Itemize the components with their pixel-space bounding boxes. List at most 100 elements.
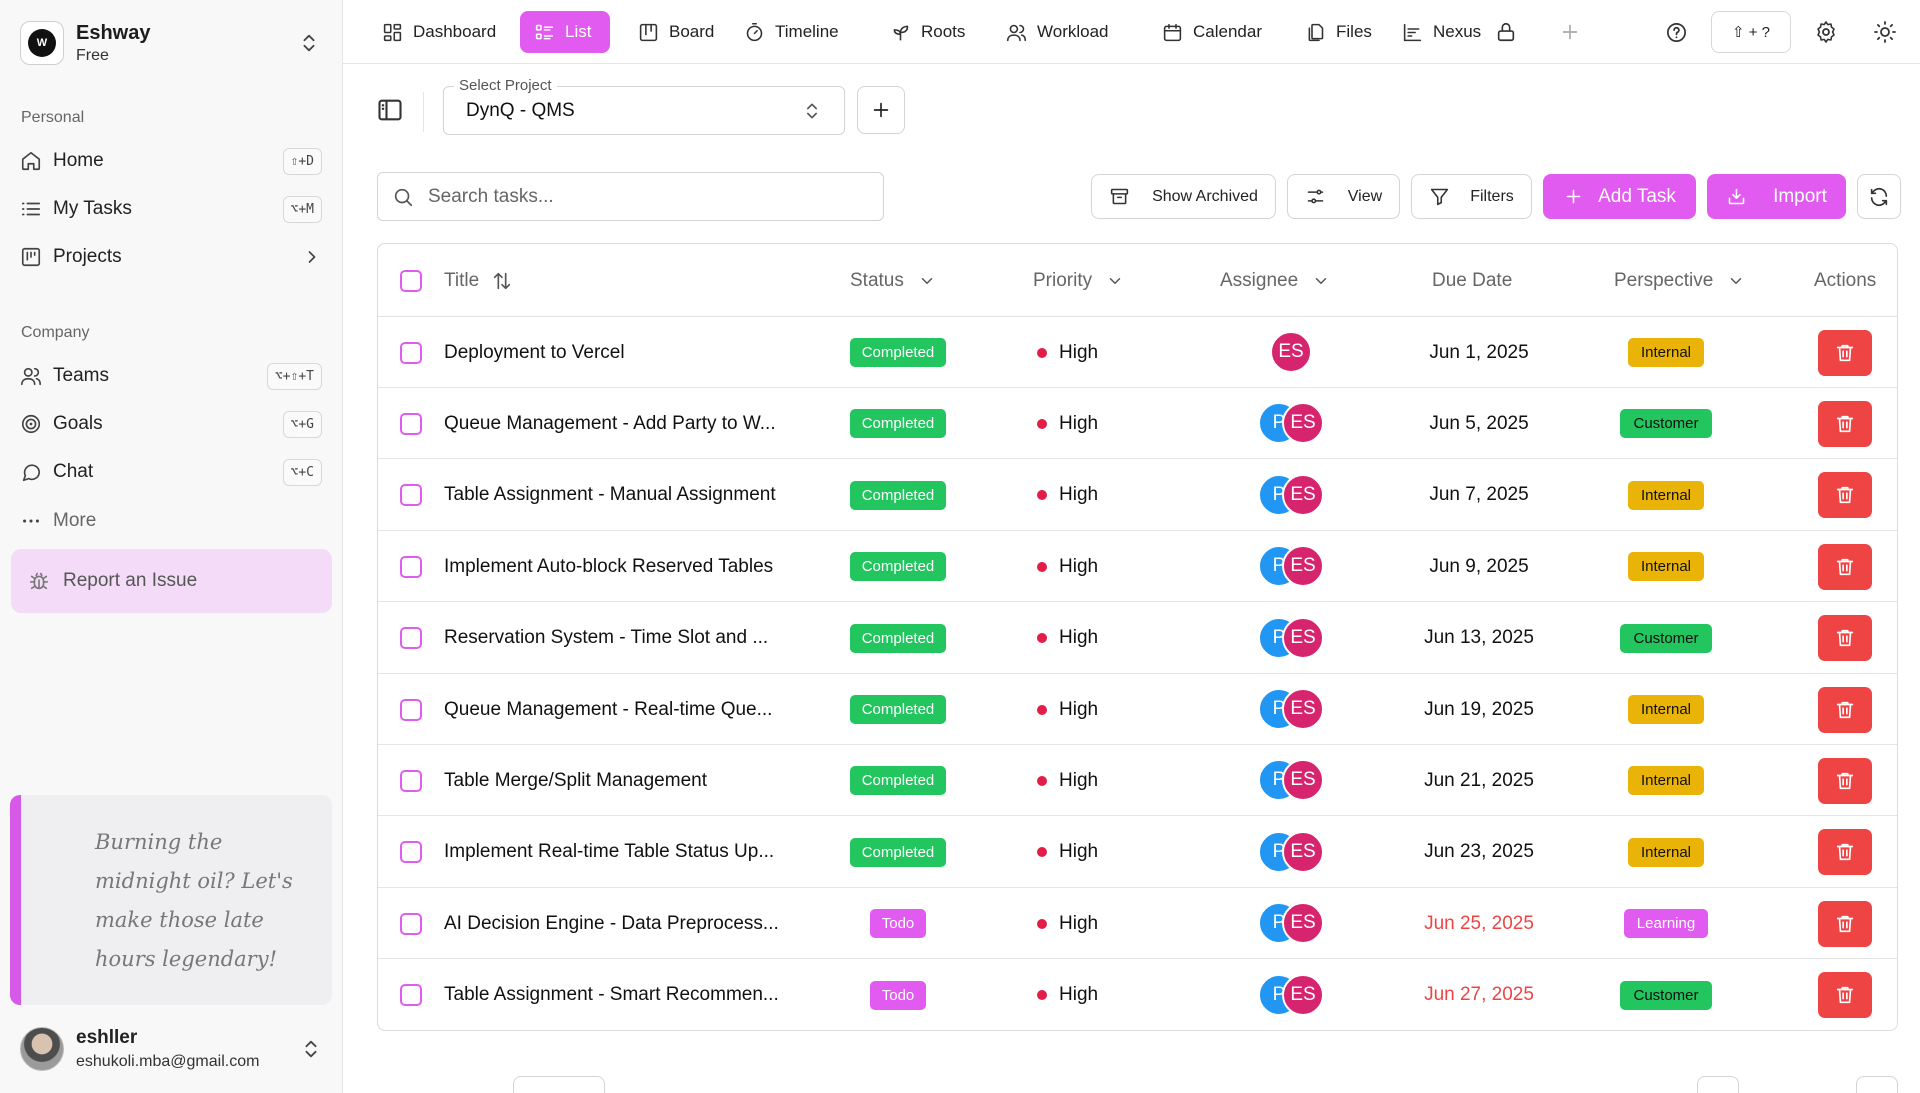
table-row[interactable]: Table Assignment - Manual Assignment Comp… <box>378 460 1897 531</box>
delete-task-button[interactable] <box>1818 900 1872 947</box>
header-status[interactable]: Status <box>850 244 936 317</box>
row-checkbox[interactable] <box>400 341 422 364</box>
assignee-avatar[interactable]: ES <box>1282 902 1324 945</box>
perspective-badge[interactable]: Customer <box>1620 409 1712 439</box>
table-row[interactable]: Implement Auto-block Reserved Tables Comp… <box>378 531 1897 603</box>
priority-cell[interactable]: High <box>1037 817 1098 888</box>
row-checkbox[interactable] <box>400 984 422 1007</box>
sidebar-item-chat[interactable]: Chat ⌥+C <box>20 452 322 492</box>
assignee-avatar[interactable]: ES <box>1282 545 1324 588</box>
priority-cell[interactable]: High <box>1037 388 1098 459</box>
add-task-button[interactable]: Add Task <box>1543 174 1696 219</box>
status-badge[interactable]: Completed <box>849 837 947 867</box>
sidebar-item-goals[interactable]: Goals ⌥+G <box>20 404 322 444</box>
sidebar-item-my-tasks[interactable]: My Tasks ⌥+M <box>20 189 322 229</box>
delete-task-button[interactable] <box>1818 472 1872 519</box>
tab-list[interactable]: List <box>520 11 610 53</box>
delete-task-button[interactable] <box>1818 972 1872 1019</box>
help-button[interactable] <box>1660 16 1692 48</box>
status-badge[interactable]: Completed <box>849 480 947 510</box>
project-select[interactable]: Select Project DynQ - QMS <box>443 77 845 135</box>
sidebar-item-teams[interactable]: Teams ⌥+⇧+T <box>20 356 322 396</box>
status-badge[interactable]: Completed <box>849 695 947 724</box>
delete-task-button[interactable] <box>1818 829 1872 876</box>
row-checkbox[interactable] <box>400 698 422 721</box>
table-row[interactable]: Deployment to Vercel Completed High ES Jun 1… <box>378 317 1897 388</box>
select-all-checkbox[interactable] <box>400 269 422 292</box>
tab-dashboard[interactable]: Dashboard <box>368 11 510 53</box>
delete-task-button[interactable] <box>1818 543 1872 590</box>
assignee-avatar[interactable]: ES <box>1282 402 1324 445</box>
table-row[interactable]: Queue Management - Real-time Que... Compl… <box>378 674 1897 745</box>
perspective-badge[interactable]: Internal <box>1627 552 1705 582</box>
priority-cell[interactable]: High <box>1037 960 1098 1030</box>
header-assignee[interactable]: Assignee <box>1220 244 1330 317</box>
panel-toggle-icon[interactable] <box>376 96 404 124</box>
table-row[interactable]: Queue Management - Add Party to W... Comp… <box>378 388 1897 460</box>
priority-cell[interactable]: High <box>1037 317 1098 388</box>
filters-button[interactable]: Filters <box>1411 174 1532 219</box>
perspective-badge[interactable]: Internal <box>1627 695 1705 724</box>
priority-cell[interactable]: High <box>1037 460 1098 531</box>
row-checkbox[interactable] <box>400 627 422 650</box>
perspective-badge[interactable]: Learning <box>1623 909 1709 939</box>
import-button[interactable]: Import <box>1707 174 1846 219</box>
row-checkbox[interactable] <box>400 484 422 507</box>
tab-files[interactable]: Files <box>1291 11 1386 53</box>
status-badge[interactable]: Completed <box>849 766 947 796</box>
assignee-avatar[interactable]: ES <box>1282 759 1324 802</box>
table-row[interactable]: Reservation System - Time Slot and ... Co… <box>378 603 1897 674</box>
sidebar-item-more[interactable]: More <box>20 501 322 541</box>
perspective-badge[interactable]: Internal <box>1627 338 1705 367</box>
task-title[interactable]: Reservation System - Time Slot and ... <box>444 627 769 649</box>
user-menu[interactable]: eshller eshukoli.mba@gmail.com <box>20 1025 322 1073</box>
task-title[interactable]: Implement Real-time Table Status Up... <box>444 841 775 863</box>
priority-cell[interactable]: High <box>1037 531 1098 602</box>
header-perspective[interactable]: Perspective <box>1614 244 1745 317</box>
assignee-avatar[interactable]: ES <box>1282 973 1324 1016</box>
perspective-badge[interactable]: Internal <box>1627 837 1705 867</box>
perspective-badge[interactable]: Customer <box>1620 980 1712 1010</box>
sidebar-item-projects[interactable]: Projects <box>20 237 322 277</box>
priority-cell[interactable]: High <box>1037 674 1098 745</box>
status-badge[interactable]: Completed <box>849 338 947 367</box>
task-title[interactable]: Queue Management - Real-time Que... <box>444 698 773 720</box>
perspective-badge[interactable]: Internal <box>1627 480 1705 510</box>
sidebar-item-home[interactable]: Home ⇧+D <box>20 141 322 181</box>
header-title[interactable]: Title <box>444 244 513 317</box>
prev-page-button[interactable] <box>1697 1076 1739 1093</box>
keyboard-shortcuts-button[interactable]: ⇧ + ? <box>1711 11 1791 53</box>
tab-board[interactable]: Board <box>624 11 728 53</box>
priority-cell[interactable]: High <box>1037 603 1098 674</box>
show-archived-button[interactable]: Show Archived <box>1091 174 1276 219</box>
task-title[interactable]: Deployment to Vercel <box>444 341 625 363</box>
delete-task-button[interactable] <box>1818 329 1872 376</box>
perspective-badge[interactable]: Customer <box>1620 623 1712 653</box>
row-checkbox[interactable] <box>400 555 422 578</box>
status-badge[interactable]: Completed <box>849 409 947 439</box>
table-row[interactable]: Implement Real-time Table Status Up... Co… <box>378 817 1897 888</box>
settings-button[interactable] <box>1810 16 1842 48</box>
row-checkbox[interactable] <box>400 769 422 792</box>
assignee-avatar[interactable]: ES <box>1282 616 1324 659</box>
table-row[interactable]: Table Merge/Split Management Completed Hig… <box>378 745 1897 817</box>
add-view-button[interactable] <box>1554 16 1586 48</box>
assignee-avatar[interactable]: ES <box>1282 473 1324 516</box>
delete-task-button[interactable] <box>1818 686 1872 733</box>
header-priority[interactable]: Priority <box>1033 244 1124 317</box>
task-title[interactable]: Table Assignment - Manual Assignment <box>444 484 776 506</box>
workspace-switcher[interactable]: W Eshway Free <box>20 20 320 66</box>
row-checkbox[interactable] <box>400 412 422 435</box>
search-input[interactable] <box>428 185 868 208</box>
assignee-avatar[interactable]: ES <box>1282 830 1324 873</box>
table-row[interactable]: Table Assignment - Smart Recommen... Todo… <box>378 960 1897 1030</box>
task-title[interactable]: AI Decision Engine - Data Preprocess... <box>444 912 779 934</box>
status-badge[interactable]: Completed <box>849 552 947 582</box>
next-page-button[interactable] <box>1856 1076 1898 1093</box>
status-badge[interactable]: Todo <box>869 980 927 1010</box>
status-badge[interactable]: Completed <box>849 623 947 653</box>
status-badge[interactable]: Todo <box>869 909 927 939</box>
delete-task-button[interactable] <box>1818 615 1872 662</box>
report-issue-button[interactable]: Report an Issue <box>11 549 332 613</box>
table-row[interactable]: AI Decision Engine - Data Preprocess... T… <box>378 888 1897 960</box>
